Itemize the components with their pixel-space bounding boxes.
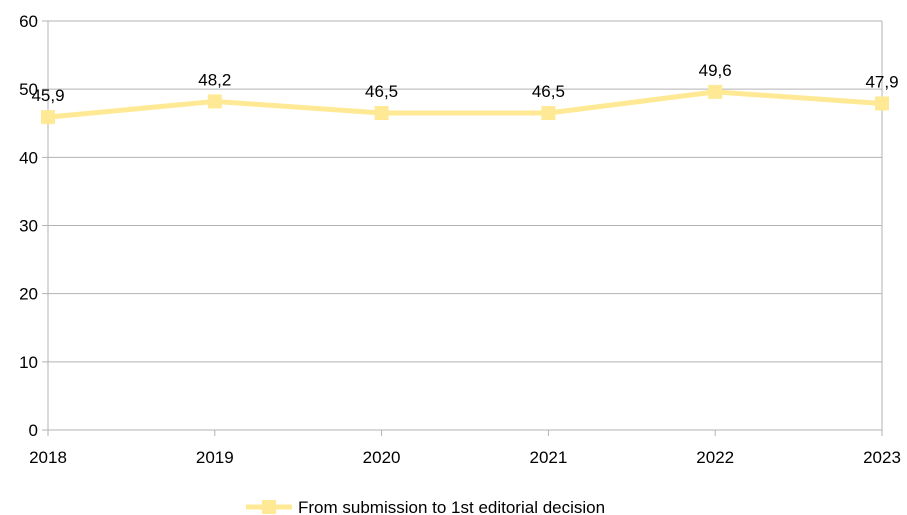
x-tick-label: 2019 [196, 448, 234, 467]
data-label: 46,5 [532, 82, 565, 101]
y-tick-label: 50 [19, 80, 38, 99]
data-point-marker [207, 94, 222, 109]
y-tick-label: 20 [19, 285, 38, 304]
y-tick-label: 40 [19, 148, 38, 167]
legend-square-marker [262, 500, 276, 514]
series-line [47, 89, 883, 120]
axes: 0 10 20 30 40 50 60 2018 2019 2020 2021 2022 2023 [19, 12, 901, 467]
data-point-marker [708, 84, 723, 99]
legend: From submission to 1st editorial decisio… [246, 498, 605, 515]
x-tick-label: 2018 [29, 448, 67, 467]
y-tick-label: 10 [19, 353, 38, 372]
data-label: 47,9 [865, 72, 898, 91]
data-label: 46,5 [365, 82, 398, 101]
y-tick-label: 60 [19, 12, 38, 31]
x-tick-label: 2022 [696, 448, 734, 467]
data-label: 48,2 [198, 70, 231, 89]
gridlines [42, 20, 882, 431]
data-point-marker [374, 106, 389, 121]
data-point-marker [541, 106, 556, 121]
data-label: 45,9 [31, 86, 64, 105]
y-tick-label: 0 [29, 421, 38, 440]
y-tick-label: 30 [19, 217, 38, 236]
data-label: 49,6 [699, 61, 732, 80]
x-tick-label: 2023 [863, 448, 901, 467]
legend-label: From submission to 1st editorial decisio… [298, 498, 605, 515]
series-layer [41, 84, 889, 125]
x-tick-label: 2020 [363, 448, 401, 467]
x-tick-label: 2021 [529, 448, 567, 467]
data-point-marker [875, 96, 889, 111]
data-labels: 45,9 48,2 46,5 46,5 49,6 47,9 [31, 61, 898, 105]
data-point-marker [41, 110, 55, 125]
